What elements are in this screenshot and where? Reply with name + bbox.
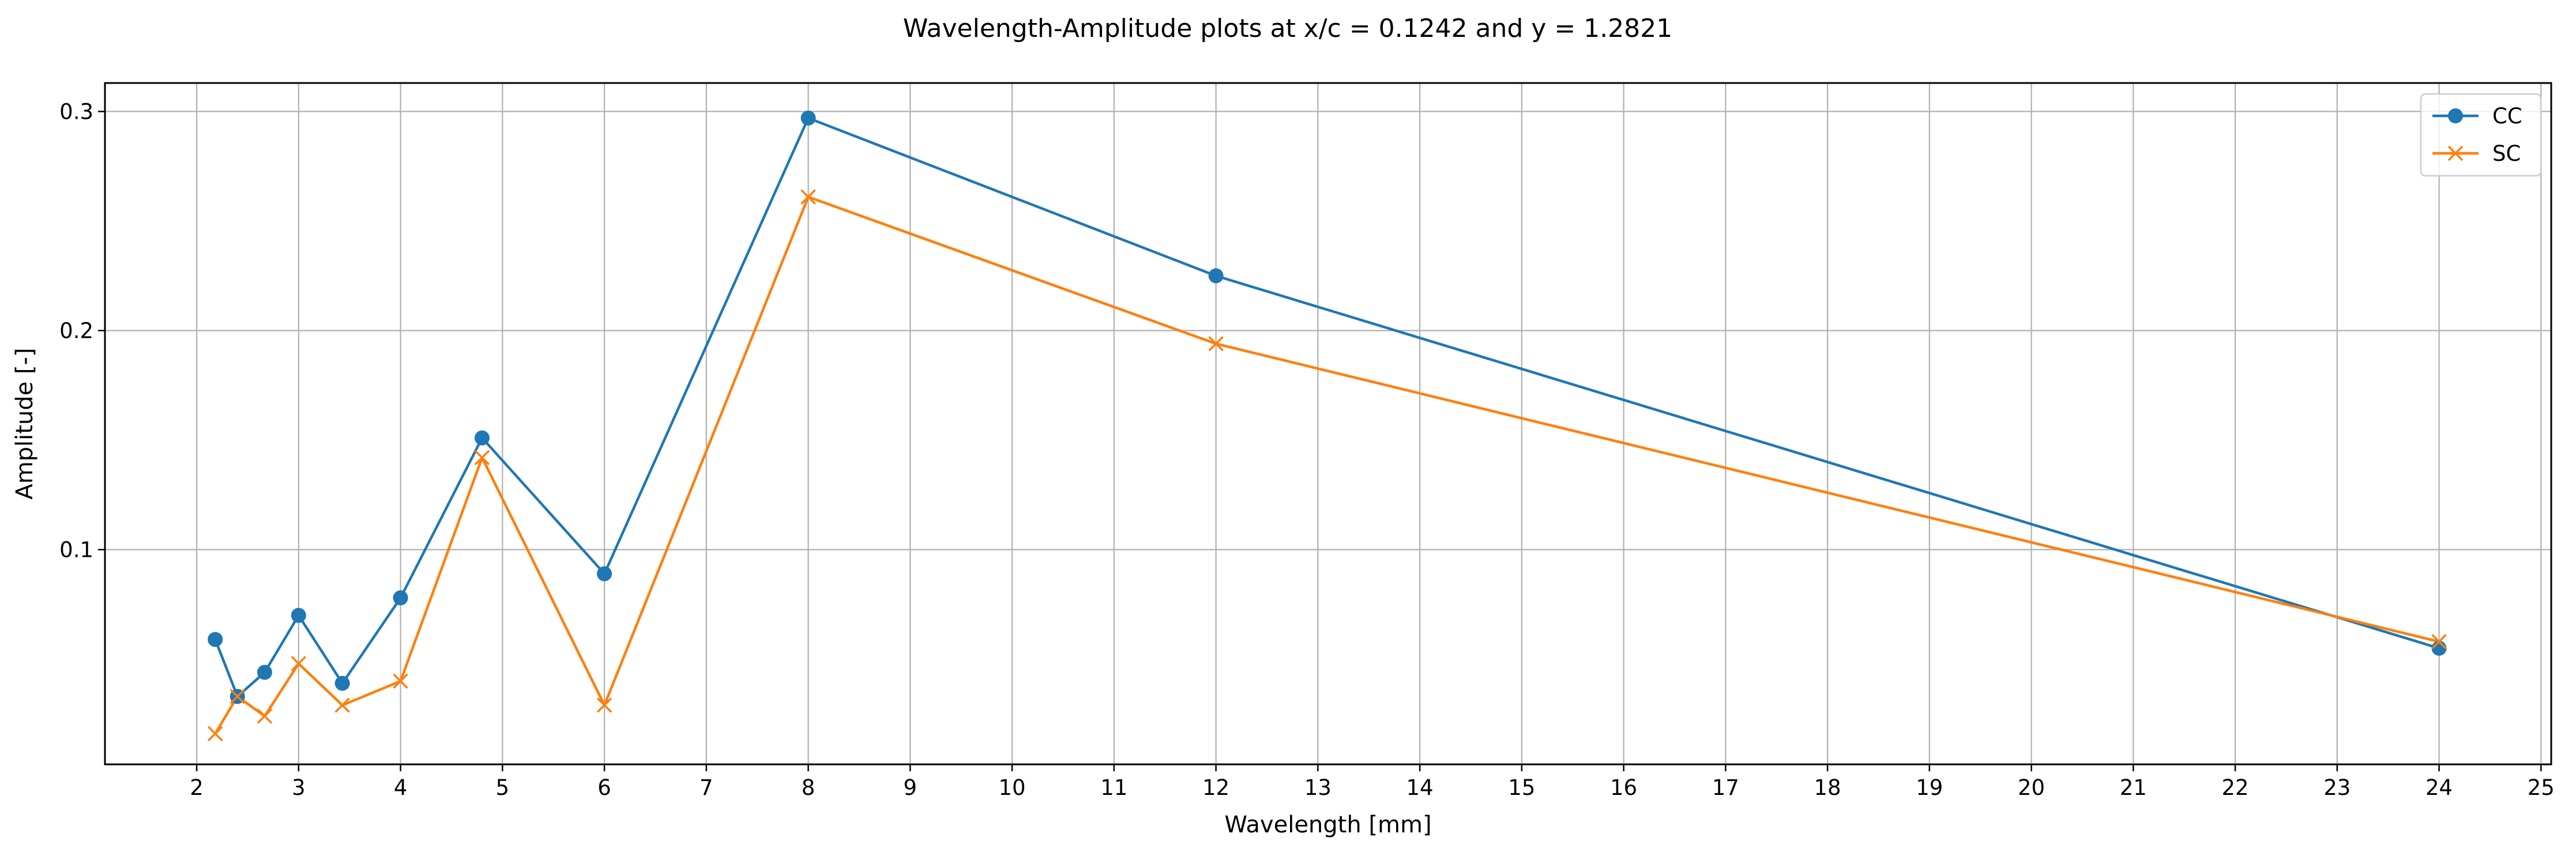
x-tick-label: 3: [292, 775, 306, 800]
x-tick-label: 17: [1712, 775, 1739, 800]
data-point-cc: [597, 566, 612, 582]
data-point-sc: [2431, 633, 2447, 650]
x-tick-label: 2: [190, 775, 204, 800]
data-point-sc: [208, 726, 223, 742]
x-tick-label: 21: [2120, 775, 2147, 800]
chart-title: Wavelength-Amplitude plots at x/c = 0.12…: [903, 14, 1672, 43]
x-tick-label: 18: [1814, 775, 1841, 800]
data-point-sc: [596, 697, 612, 713]
y-tick-label: 0.3: [59, 99, 93, 124]
x-axis: 2 3 4 5 6 7 8 9 10 11 12 13 14 15 16 17 18 19 20 21 22 23 24 25: [190, 764, 2555, 800]
x-tick-label: 8: [802, 775, 815, 800]
x-tick-label: 14: [1407, 775, 1434, 800]
x-tick-label: 15: [1508, 775, 1535, 800]
y-axis: 0.1 0.2 0.3: [59, 99, 105, 563]
data-point-cc: [1208, 268, 1224, 284]
x-tick-label: 20: [2018, 775, 2045, 800]
legend-box: [2420, 93, 2542, 177]
series-lines: [214, 116, 2440, 734]
x-tick-label: 13: [1304, 775, 1332, 800]
x-tick-label: 9: [904, 775, 917, 800]
data-point-sc: [800, 189, 816, 205]
grid: [105, 83, 2551, 764]
legend: CC SC: [2420, 93, 2542, 177]
legend-marker-sc: [2447, 145, 2464, 161]
x-tick-label: 11: [1100, 775, 1127, 800]
data-point-sc: [334, 697, 350, 713]
series-markers: [208, 110, 2447, 742]
data-point-sc: [291, 655, 307, 672]
x-tick-label: 5: [496, 775, 510, 800]
x-tick-label: 24: [2425, 775, 2453, 800]
data-point-cc: [208, 632, 223, 647]
x-tick-label: 22: [2222, 775, 2249, 800]
plot-frame: [104, 82, 2552, 766]
x-axis-label: Wavelength [mm]: [1224, 812, 1431, 838]
data-point-sc: [230, 688, 246, 704]
data-point-cc: [257, 665, 272, 680]
legend-label-cc: CC: [2492, 104, 2522, 129]
x-tick-label: 16: [1610, 775, 1637, 800]
data-point-cc: [334, 676, 350, 691]
x-tick-label: 7: [700, 775, 713, 800]
y-tick-label: 0.1: [59, 538, 93, 563]
data-point-cc: [291, 608, 306, 623]
x-tick-label: 10: [999, 775, 1026, 800]
data-point-cc: [800, 110, 816, 126]
series-line-sc: [214, 195, 2440, 734]
data-point-sc: [257, 708, 273, 724]
x-tick-label: 12: [1202, 775, 1229, 800]
series-line-cc: [214, 116, 2440, 698]
data-point-sc: [393, 673, 408, 689]
x-tick-label: 25: [2528, 775, 2555, 800]
data-point-sc: [1208, 336, 1224, 352]
x-tick-label: 23: [2323, 775, 2351, 800]
legend-marker-cc: [2448, 108, 2463, 123]
data-point-cc: [393, 590, 408, 606]
y-tick-label: 0.2: [59, 318, 93, 343]
y-axis-label: Amplitude [-]: [12, 348, 38, 499]
x-tick-label: 19: [1916, 775, 1943, 800]
data-point-cc: [474, 430, 490, 446]
data-point-sc: [474, 450, 490, 466]
legend-label-sc: SC: [2492, 141, 2521, 166]
x-tick-label: 6: [597, 775, 611, 800]
x-tick-label: 4: [394, 775, 408, 800]
